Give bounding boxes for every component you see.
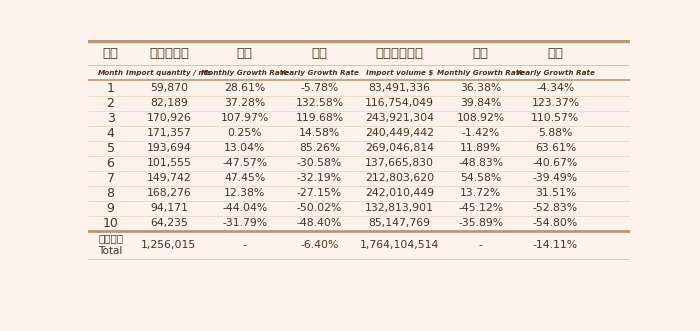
Text: -48.83%: -48.83% (458, 158, 503, 168)
Text: 193,694: 193,694 (146, 143, 191, 153)
Text: 13.72%: 13.72% (460, 188, 501, 198)
Text: -31.79%: -31.79% (223, 218, 267, 228)
Text: 85,147,769: 85,147,769 (368, 218, 430, 228)
Text: -48.40%: -48.40% (297, 218, 342, 228)
Text: 13.04%: 13.04% (224, 143, 265, 153)
Text: 4: 4 (106, 127, 115, 140)
Text: -27.15%: -27.15% (297, 188, 342, 198)
Text: 1: 1 (106, 81, 115, 95)
Text: Import quantity / nts: Import quantity / nts (126, 70, 211, 76)
Text: 110.57%: 110.57% (531, 113, 580, 123)
Text: 108.92%: 108.92% (456, 113, 505, 123)
Text: 170,926: 170,926 (146, 113, 191, 123)
Text: 7: 7 (106, 172, 115, 185)
Text: 59,870: 59,870 (150, 83, 188, 93)
Text: -14.11%: -14.11% (533, 240, 578, 250)
Text: 149,742: 149,742 (146, 173, 191, 183)
Text: 5: 5 (106, 142, 115, 155)
Text: 月份: 月份 (103, 47, 118, 60)
Text: Monthly Growth Rate: Monthly Growth Rate (202, 70, 288, 76)
Text: 31.51%: 31.51% (535, 188, 576, 198)
Text: -45.12%: -45.12% (458, 203, 503, 213)
Text: 54.58%: 54.58% (460, 173, 501, 183)
Text: 39.84%: 39.84% (460, 98, 501, 108)
Text: 116,754,049: 116,754,049 (365, 98, 434, 108)
Text: 金额（美元）: 金额（美元） (375, 47, 424, 60)
Text: -4.34%: -4.34% (536, 83, 575, 93)
Text: 132.58%: 132.58% (295, 98, 344, 108)
Text: -47.57%: -47.57% (223, 158, 267, 168)
Text: 242,010,449: 242,010,449 (365, 188, 434, 198)
Text: 环比: 环比 (237, 47, 253, 60)
Text: Month: Month (97, 70, 124, 76)
Text: 240,449,442: 240,449,442 (365, 128, 434, 138)
Text: 137,665,830: 137,665,830 (365, 158, 434, 168)
Text: -50.02%: -50.02% (297, 203, 342, 213)
Text: 5.88%: 5.88% (538, 128, 573, 138)
Text: 11.89%: 11.89% (460, 143, 501, 153)
Text: 107.97%: 107.97% (220, 113, 269, 123)
Text: -44.04%: -44.04% (222, 203, 267, 213)
Text: Monthly Growth Rate: Monthly Growth Rate (438, 70, 524, 76)
Text: 36.38%: 36.38% (460, 83, 501, 93)
Text: 10: 10 (103, 217, 118, 230)
Text: 9: 9 (106, 202, 115, 215)
Text: -: - (243, 240, 247, 250)
Text: 12.38%: 12.38% (224, 188, 265, 198)
Text: 1,764,104,514: 1,764,104,514 (360, 240, 439, 250)
Text: 0.25%: 0.25% (228, 128, 262, 138)
Text: -1.42%: -1.42% (462, 128, 500, 138)
Text: 37.28%: 37.28% (224, 98, 265, 108)
Text: 123.37%: 123.37% (531, 98, 580, 108)
Text: Total: Total (99, 246, 122, 256)
Text: 1,256,015: 1,256,015 (141, 240, 197, 250)
Text: 数量（吨）: 数量（吨） (149, 47, 189, 60)
Text: -30.58%: -30.58% (297, 158, 342, 168)
Text: 6: 6 (106, 157, 115, 170)
Text: 101,555: 101,555 (146, 158, 191, 168)
Text: 63.61%: 63.61% (535, 143, 576, 153)
Text: -5.78%: -5.78% (300, 83, 339, 93)
Text: 132,813,901: 132,813,901 (365, 203, 434, 213)
Text: 47.45%: 47.45% (224, 173, 265, 183)
Text: 269,046,814: 269,046,814 (365, 143, 434, 153)
Text: -40.67%: -40.67% (533, 158, 578, 168)
Text: 168,276: 168,276 (146, 188, 191, 198)
Text: 2: 2 (106, 97, 115, 110)
Text: -35.89%: -35.89% (458, 218, 503, 228)
Text: 243,921,304: 243,921,304 (365, 113, 434, 123)
Text: Yearly Growth Rate: Yearly Growth Rate (280, 70, 359, 76)
Text: 环比: 环比 (473, 47, 489, 60)
Text: 212,803,620: 212,803,620 (365, 173, 434, 183)
Text: 14.58%: 14.58% (299, 128, 340, 138)
Text: -54.80%: -54.80% (533, 218, 578, 228)
Text: 3: 3 (106, 112, 115, 124)
Text: 64,235: 64,235 (150, 218, 188, 228)
Text: 28.61%: 28.61% (224, 83, 265, 93)
Text: -: - (479, 240, 483, 250)
Text: Import volume $: Import volume $ (366, 70, 433, 76)
Text: 82,189: 82,189 (150, 98, 188, 108)
Text: 83,491,336: 83,491,336 (368, 83, 430, 93)
Text: -6.40%: -6.40% (300, 240, 339, 250)
Text: 同比: 同比 (547, 47, 564, 60)
Text: -39.49%: -39.49% (533, 173, 578, 183)
Text: Yearly Growth Rate: Yearly Growth Rate (516, 70, 595, 76)
Text: 85.26%: 85.26% (299, 143, 340, 153)
Text: -52.83%: -52.83% (533, 203, 578, 213)
Text: 当年累计: 当年累计 (98, 233, 123, 244)
Text: 同比: 同比 (312, 47, 328, 60)
Text: -32.19%: -32.19% (297, 173, 342, 183)
Text: 171,357: 171,357 (146, 128, 191, 138)
Text: 119.68%: 119.68% (295, 113, 344, 123)
Text: 94,171: 94,171 (150, 203, 188, 213)
Text: 8: 8 (106, 187, 115, 200)
